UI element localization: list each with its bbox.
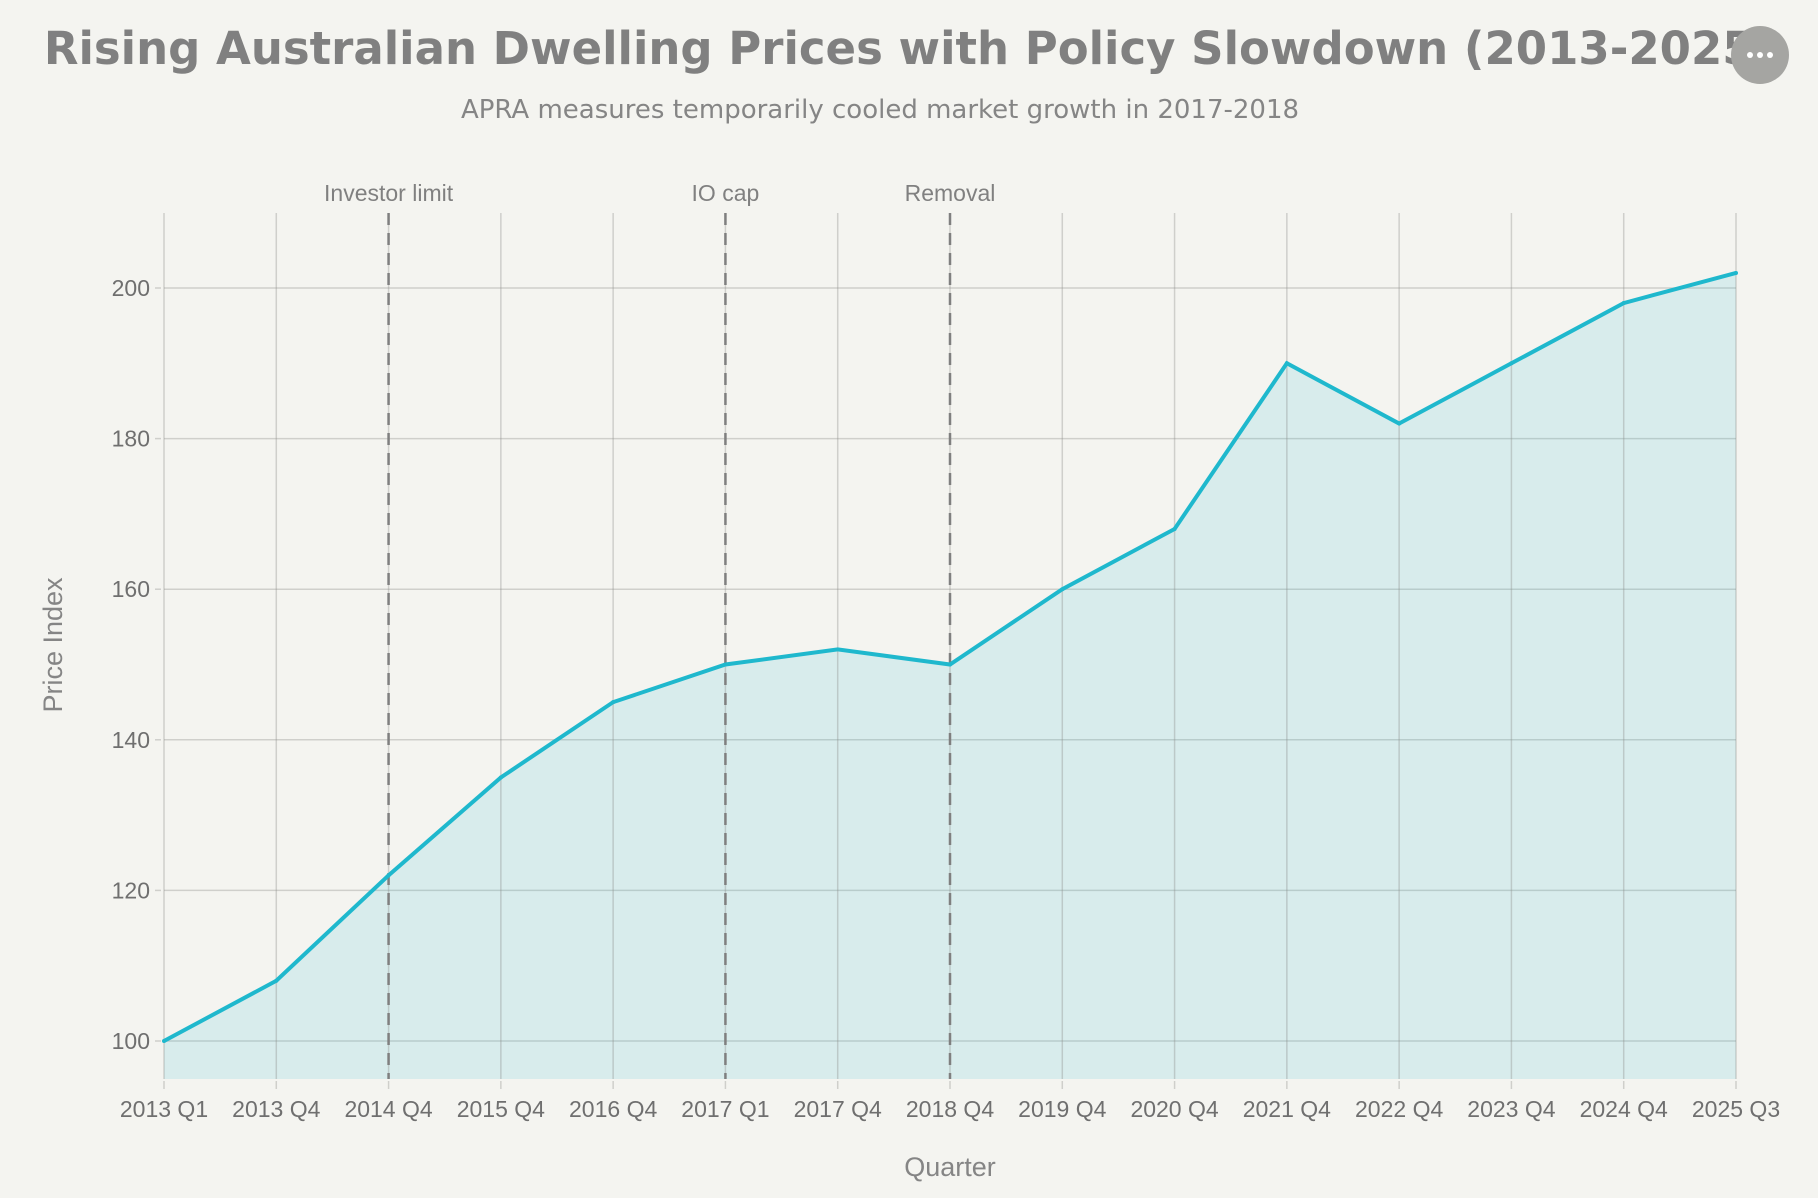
x-axis-title: Quarter [904,1152,996,1182]
chart-menu-button[interactable] [1731,26,1789,84]
x-tick-label: 2025 Q3 [1692,1096,1780,1122]
annotations: Investor limit IO cap Removal [324,180,995,1079]
x-tick-label: 2016 Q4 [569,1096,657,1122]
x-tick-label: 2013 Q1 [120,1096,208,1122]
annotation-label: Removal [905,180,996,206]
x-tick-label: 2023 Q4 [1467,1096,1555,1122]
x-tick-label: 2022 Q4 [1355,1096,1443,1122]
more-horizontal-icon [1747,52,1773,58]
data-point [723,662,728,667]
y-tick-label: 140 [112,727,150,753]
data-point [611,700,616,705]
x-tick-label: 2014 Q4 [344,1096,432,1122]
data-point [1172,526,1177,531]
data-point [274,978,279,983]
data-point [948,662,952,667]
x-axis: 2013 Q1 2013 Q4 2014 Q4 2015 Q4 2016 Q4 2017 … [120,1081,1780,1122]
x-tick-label: 2013 Q4 [232,1096,320,1122]
data-point [498,775,503,780]
y-tick-label: 200 [112,275,150,301]
line-layer [162,270,1738,1043]
data-point [1509,361,1514,366]
y-axis-title: Price Index [38,577,68,713]
y-tick-label: 100 [112,1028,150,1054]
data-point [1397,421,1402,426]
data-point [1621,301,1626,306]
y-tick-label: 160 [112,576,150,602]
data-point [386,873,391,878]
data-point [835,647,840,652]
data-point [1284,361,1289,366]
x-tick-label: 2019 Q4 [1018,1096,1106,1122]
annotation-label: IO cap [692,180,760,206]
x-tick-label: 2024 Q4 [1580,1096,1668,1122]
y-tick-label: 180 [112,426,150,452]
x-tick-label: 2020 Q4 [1130,1096,1218,1122]
x-tick-label: 2015 Q4 [457,1096,545,1122]
y-tick-label: 120 [112,877,150,903]
x-tick-label: 2017 Q4 [794,1096,882,1122]
y-axis: 100 120 140 160 180 200 [112,275,161,1054]
x-tick-label: 2017 Q1 [681,1096,769,1122]
data-point [1060,587,1065,592]
x-tick-label: 2018 Q4 [906,1096,994,1122]
chart-title: Rising Australian Dwelling Prices with P… [43,22,1775,75]
x-tick-label: 2021 Q4 [1243,1096,1331,1122]
annotation-label: Investor limit [324,180,454,206]
data-point [162,1039,166,1043]
data-point [1734,270,1738,275]
chart-subtitle: APRA measures temporarily cooled market … [460,95,1300,125]
